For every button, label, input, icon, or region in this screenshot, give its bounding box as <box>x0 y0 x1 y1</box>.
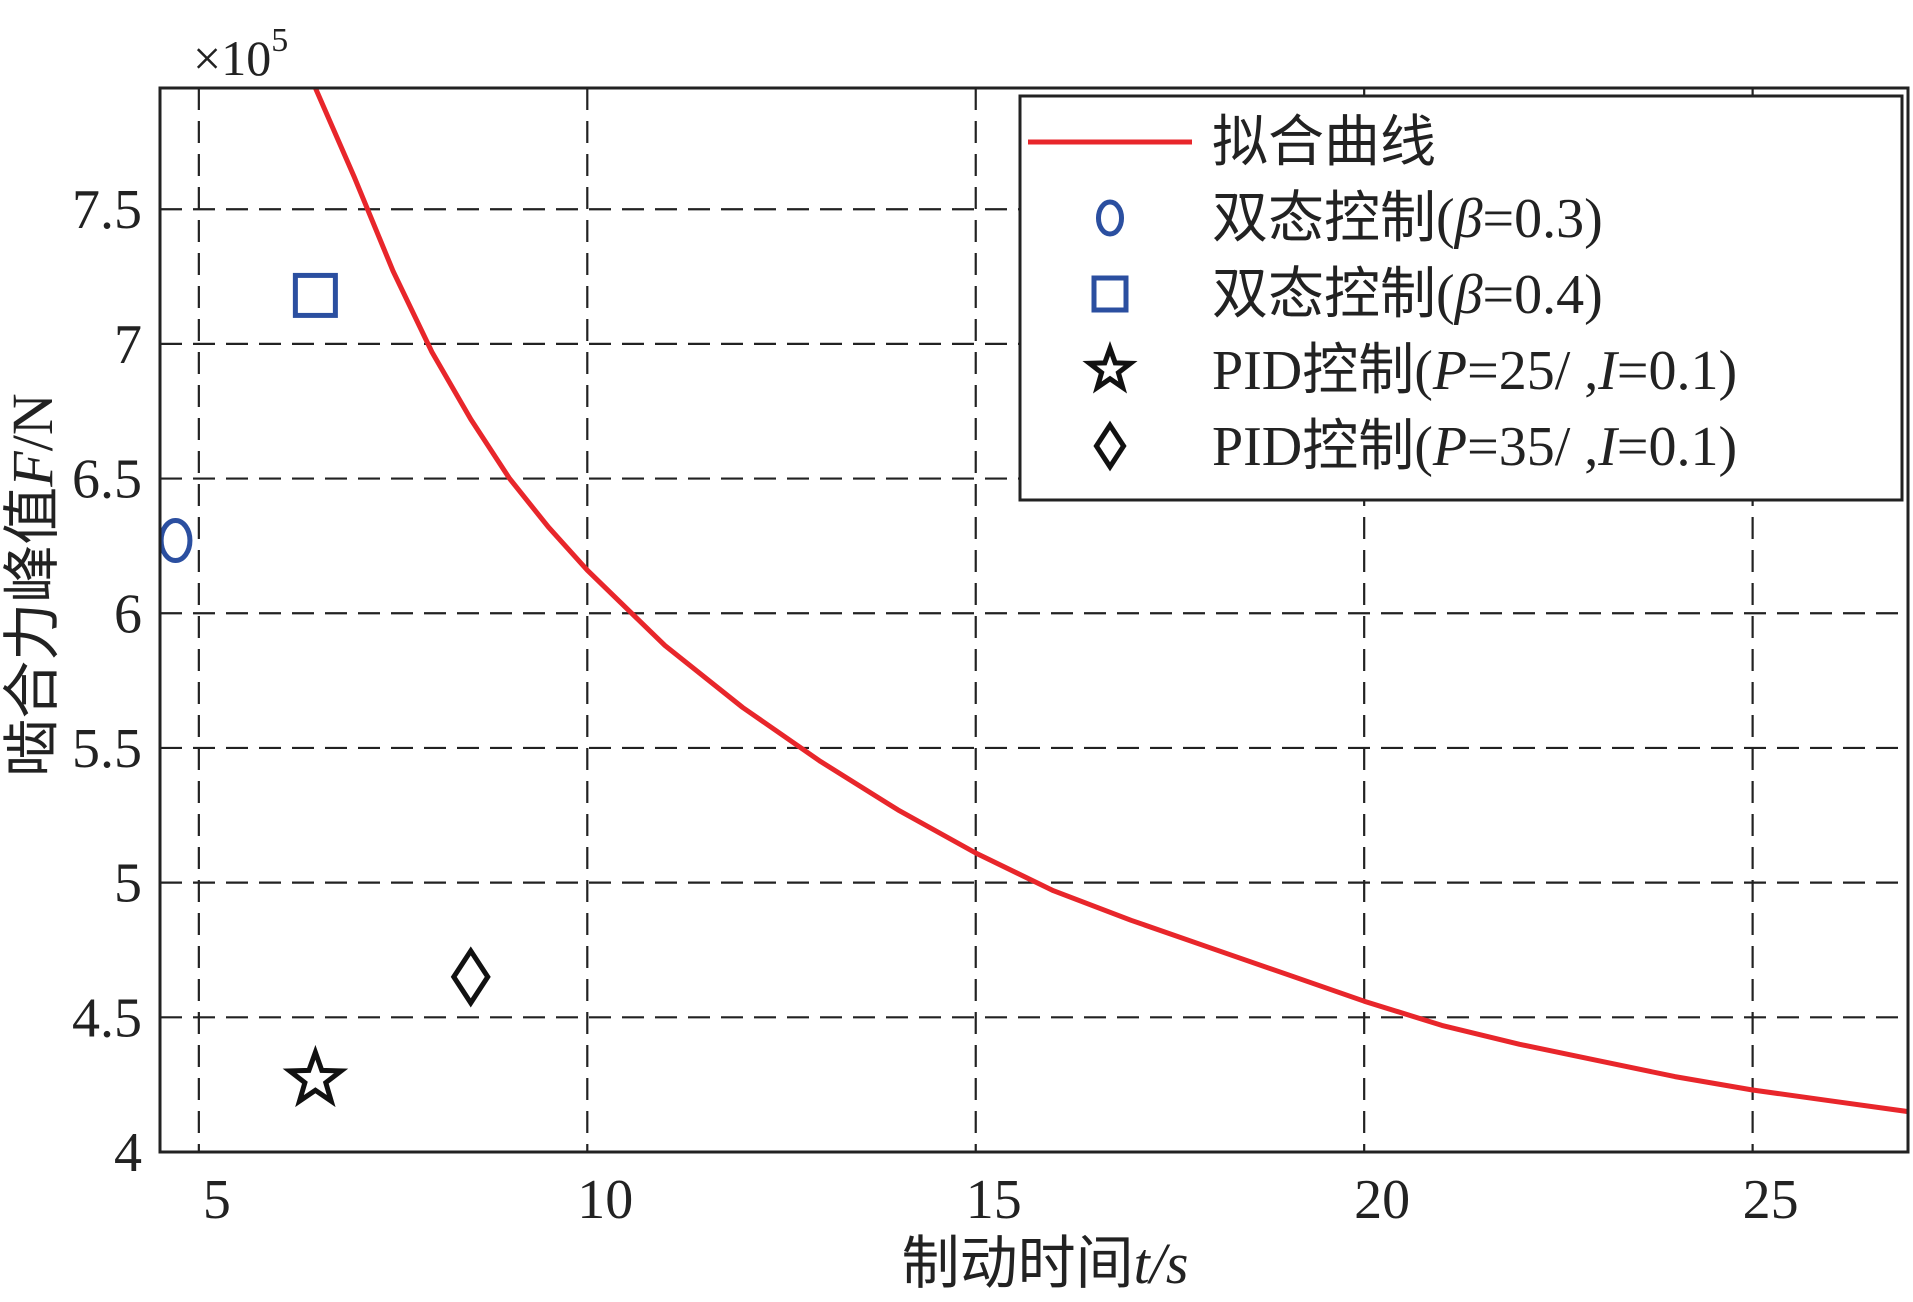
y-tick-label: 5.5 <box>72 718 142 780</box>
data-point-square <box>292 272 338 318</box>
y-tick-label: 4.5 <box>72 987 142 1049</box>
legend-label: PID控制(P=35/ ,I=0.1) <box>1212 416 1737 478</box>
legend-label: PID控制(P=25/ ,I=0.1) <box>1212 340 1737 402</box>
y-tick-label: 4 <box>114 1122 142 1184</box>
legend-marker-diamond <box>1093 420 1127 472</box>
legend-marker-circle <box>1095 199 1125 237</box>
legend-label: 双态控制(β=0.4) <box>1212 264 1603 326</box>
axis-ticks: 5 10 15 20 25 4 4.5 5 5.5 6 6.5 7 7.5 <box>72 179 1799 1231</box>
x-tick-label: 15 <box>966 1169 1022 1231</box>
plot-frame <box>158 86 1910 1154</box>
y-tick-label: 7.5 <box>72 179 142 241</box>
legend-box <box>1018 94 1904 502</box>
legend-label: 双态控制(β=0.3) <box>1212 188 1603 250</box>
fitted-curve-line <box>313 86 1909 1115</box>
y-tick-label: 6 <box>114 583 142 645</box>
x-tick-label: 20 <box>1354 1169 1410 1231</box>
x-tick-label: 25 <box>1743 1169 1799 1231</box>
y-axis-title: 啮合力峰值F/N <box>0 393 65 776</box>
legend-marker-star <box>1082 340 1138 394</box>
plot-series <box>158 86 1909 1115</box>
y-multiplier-label: ×105 <box>193 22 288 86</box>
y-tick-label: 7 <box>114 314 142 376</box>
x-axis-title: 制动时间t/s <box>902 1231 1189 1296</box>
x-tick-label: 5 <box>203 1169 231 1231</box>
legend-marker-square <box>1091 275 1129 313</box>
legend-label: 拟合曲线 <box>1212 112 1436 174</box>
y-tick-label: 6.5 <box>72 449 142 511</box>
x-tick-label: 10 <box>577 1169 633 1231</box>
data-point-diamond <box>450 946 491 1008</box>
data-point-star <box>282 1044 349 1108</box>
y-tick-label: 5 <box>114 853 142 915</box>
